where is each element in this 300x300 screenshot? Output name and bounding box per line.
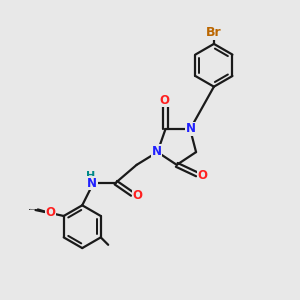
Text: Br: Br [206, 26, 222, 39]
Text: O: O [133, 189, 142, 202]
Text: H: H [86, 171, 95, 181]
Text: O: O [160, 94, 170, 106]
Text: N: N [87, 177, 97, 190]
Text: O: O [45, 206, 55, 219]
Text: methoxy: methoxy [28, 209, 35, 210]
Text: N: N [152, 145, 162, 158]
Text: N: N [186, 122, 196, 135]
Text: O: O [197, 169, 207, 182]
